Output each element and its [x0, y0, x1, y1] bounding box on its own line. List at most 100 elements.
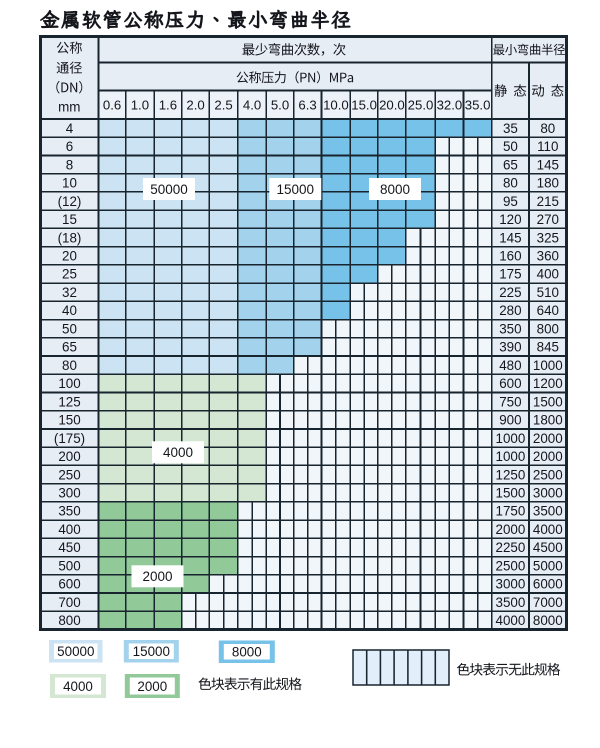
svg-text:3000: 3000	[496, 577, 526, 592]
svg-text:15000: 15000	[133, 644, 170, 659]
svg-text:640: 640	[537, 303, 559, 318]
svg-text:4000: 4000	[163, 445, 193, 460]
svg-text:250: 250	[58, 467, 80, 482]
svg-text:65: 65	[503, 157, 518, 172]
svg-text:20: 20	[62, 249, 77, 264]
svg-text:2500: 2500	[496, 558, 526, 573]
svg-text:7000: 7000	[533, 595, 563, 610]
svg-text:3000: 3000	[533, 486, 563, 501]
svg-text:2000: 2000	[142, 569, 172, 584]
svg-text:2000: 2000	[496, 522, 526, 537]
svg-text:4500: 4500	[533, 540, 563, 555]
svg-text:15: 15	[62, 212, 77, 227]
svg-text:8: 8	[66, 157, 73, 172]
svg-text:845: 845	[537, 340, 559, 355]
svg-text:35: 35	[503, 121, 518, 136]
svg-text:1750: 1750	[496, 504, 526, 519]
svg-text:160: 160	[499, 249, 521, 264]
svg-text:50000: 50000	[57, 644, 94, 659]
svg-text:80: 80	[503, 176, 518, 191]
svg-text:175: 175	[499, 267, 521, 282]
svg-text:480: 480	[499, 358, 521, 373]
svg-text:2000: 2000	[533, 431, 563, 446]
svg-text:200: 200	[58, 449, 80, 464]
svg-text:700: 700	[58, 595, 80, 610]
svg-text:2.0: 2.0	[186, 98, 204, 113]
svg-text:1200: 1200	[533, 376, 563, 391]
svg-text:65: 65	[62, 340, 77, 355]
svg-text:4000: 4000	[533, 522, 563, 537]
svg-text:1800: 1800	[533, 413, 563, 428]
svg-text:750: 750	[499, 394, 521, 409]
svg-text:2500: 2500	[533, 467, 563, 482]
svg-text:110: 110	[537, 139, 558, 154]
svg-text:325: 325	[537, 230, 559, 245]
svg-text:2.5: 2.5	[214, 98, 232, 113]
svg-text:4.0: 4.0	[243, 98, 261, 113]
svg-text:mm: mm	[58, 100, 80, 115]
svg-text:360: 360	[537, 249, 559, 264]
svg-text:5.0: 5.0	[271, 98, 289, 113]
svg-text:50: 50	[503, 139, 518, 154]
svg-text:225: 225	[499, 285, 521, 300]
svg-text:145: 145	[499, 230, 521, 245]
svg-text:1000: 1000	[533, 358, 563, 373]
svg-text:4: 4	[66, 121, 74, 136]
svg-text:900: 900	[499, 413, 521, 428]
svg-text:(12): (12)	[58, 194, 82, 209]
svg-text:3500: 3500	[496, 595, 526, 610]
svg-text:8000: 8000	[232, 645, 262, 660]
svg-text:8000: 8000	[380, 182, 410, 197]
svg-text:215: 215	[537, 194, 559, 209]
svg-text:25.0: 25.0	[408, 98, 434, 113]
svg-text:4000: 4000	[496, 613, 526, 628]
svg-text:1000: 1000	[496, 449, 526, 464]
svg-text:800: 800	[58, 613, 80, 628]
svg-text:6.3: 6.3	[298, 98, 316, 113]
svg-text:145: 145	[537, 157, 559, 172]
svg-text:40: 40	[62, 303, 77, 318]
svg-text:4000: 4000	[63, 679, 93, 694]
svg-text:280: 280	[499, 303, 521, 318]
svg-text:50: 50	[62, 321, 77, 336]
svg-text:390: 390	[499, 340, 521, 355]
svg-text:150: 150	[58, 413, 80, 428]
svg-text:400: 400	[537, 267, 559, 282]
svg-text:2250: 2250	[496, 540, 526, 555]
svg-text:35.0: 35.0	[465, 98, 491, 113]
svg-text:300: 300	[58, 486, 80, 501]
svg-text:5000: 5000	[533, 558, 563, 573]
svg-text:80: 80	[540, 121, 555, 136]
svg-text:32: 32	[62, 285, 77, 300]
svg-text:1250: 1250	[496, 467, 526, 482]
svg-text:10.0: 10.0	[323, 98, 349, 113]
svg-text:125: 125	[58, 394, 80, 409]
svg-text:500: 500	[58, 558, 80, 573]
svg-text:600: 600	[58, 577, 80, 592]
svg-text:100: 100	[58, 376, 80, 391]
svg-text:120: 120	[499, 212, 521, 227]
svg-text:10: 10	[62, 176, 77, 191]
svg-text:(18): (18)	[58, 230, 82, 245]
svg-text:25: 25	[62, 267, 77, 282]
svg-text:32.0: 32.0	[437, 98, 463, 113]
svg-text:800: 800	[537, 321, 559, 336]
svg-text:0.6: 0.6	[103, 98, 121, 113]
svg-text:20.0: 20.0	[379, 98, 405, 113]
svg-text:1.6: 1.6	[159, 98, 177, 113]
svg-text:600: 600	[499, 376, 521, 391]
svg-text:(175): (175)	[54, 431, 85, 446]
svg-text:6: 6	[66, 139, 73, 154]
svg-text:1000: 1000	[496, 431, 526, 446]
svg-text:180: 180	[537, 176, 559, 191]
svg-text:450: 450	[58, 540, 80, 555]
svg-text:15000: 15000	[277, 182, 315, 197]
svg-text:50000: 50000	[150, 182, 188, 197]
svg-text:2000: 2000	[533, 449, 563, 464]
svg-text:510: 510	[537, 285, 559, 300]
svg-text:270: 270	[537, 212, 559, 227]
svg-text:8000: 8000	[533, 613, 563, 628]
svg-text:95: 95	[503, 194, 518, 209]
svg-text:80: 80	[62, 358, 77, 373]
svg-text:6000: 6000	[533, 577, 563, 592]
